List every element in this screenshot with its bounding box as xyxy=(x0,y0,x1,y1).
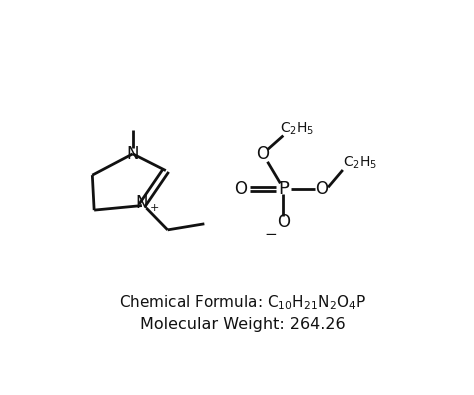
Text: +: + xyxy=(150,203,159,213)
Text: O: O xyxy=(256,145,269,163)
Text: N: N xyxy=(136,194,148,212)
Text: N: N xyxy=(127,145,139,163)
Text: C$_2$H$_5$: C$_2$H$_5$ xyxy=(280,121,314,137)
Text: $-$: $-$ xyxy=(264,225,277,240)
Text: Chemical Formula: C$_{10}$H$_{21}$N$_{2}$O$_{4}$P: Chemical Formula: C$_{10}$H$_{21}$N$_{2}… xyxy=(119,293,367,312)
Text: P: P xyxy=(278,180,289,198)
Text: O: O xyxy=(277,213,290,231)
Text: O: O xyxy=(235,180,247,198)
Text: C$_2$H$_5$: C$_2$H$_5$ xyxy=(343,155,377,171)
Text: Molecular Weight: 264.26: Molecular Weight: 264.26 xyxy=(140,317,346,332)
Text: O: O xyxy=(315,180,328,198)
